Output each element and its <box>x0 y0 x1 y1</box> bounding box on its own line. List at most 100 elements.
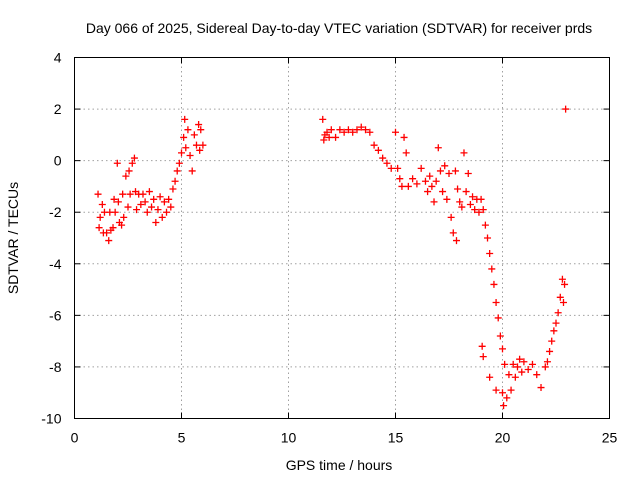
data-point <box>186 151 194 159</box>
y-tick-label: -10 <box>41 411 61 427</box>
y-tick-label: -8 <box>49 359 62 375</box>
data-point <box>357 123 365 131</box>
data-point <box>323 128 331 136</box>
data-point <box>173 167 181 175</box>
data-point <box>145 188 153 196</box>
data-point <box>458 203 466 211</box>
y-tick-label: -2 <box>49 204 62 220</box>
data-point <box>98 200 106 208</box>
data-point <box>421 177 429 185</box>
data-point <box>130 154 138 162</box>
data-point <box>496 332 504 340</box>
data-point <box>133 206 141 214</box>
y-axis-label: SDTVAR / TECUs <box>5 182 21 294</box>
data-point <box>546 347 554 355</box>
data-point <box>137 200 145 208</box>
data-point <box>494 314 502 322</box>
data-point <box>509 360 517 368</box>
data-point <box>550 327 558 335</box>
data-point <box>413 180 421 188</box>
data-point <box>424 188 432 196</box>
data-point <box>499 389 506 397</box>
data-point <box>481 221 489 229</box>
data-point <box>125 167 133 175</box>
data-point <box>383 159 391 167</box>
data-point <box>160 198 168 206</box>
data-point <box>139 190 147 198</box>
data-points <box>94 105 570 410</box>
data-point <box>400 133 408 141</box>
data-point <box>366 128 374 136</box>
data-point <box>462 188 470 196</box>
data-point <box>119 190 127 198</box>
data-point <box>556 293 564 301</box>
data-point <box>541 363 549 371</box>
data-point <box>513 363 521 371</box>
data-point <box>471 206 479 214</box>
data-point <box>469 193 477 201</box>
data-point <box>528 360 536 368</box>
x-tick-label: 10 <box>281 430 297 446</box>
data-point <box>466 200 474 208</box>
x-tick-label: 15 <box>388 430 404 446</box>
chart-title: Day 066 of 2025, Sidereal Day-to-day VTE… <box>86 20 592 36</box>
data-point <box>114 198 122 206</box>
data-point <box>188 167 196 175</box>
data-point <box>387 164 395 172</box>
data-point <box>503 394 511 402</box>
data-point <box>196 146 204 154</box>
data-point <box>96 213 104 221</box>
data-point <box>327 126 335 134</box>
data-point <box>537 384 545 392</box>
data-point <box>486 373 494 381</box>
data-point <box>445 170 453 178</box>
x-tick-label: 5 <box>178 430 186 446</box>
data-point <box>195 121 203 129</box>
data-point <box>374 146 382 154</box>
data-point <box>336 126 344 134</box>
data-point <box>439 188 447 196</box>
y-tick-label: -4 <box>49 256 62 272</box>
data-point <box>111 208 119 216</box>
y-tick-label: 4 <box>54 50 62 66</box>
data-point <box>319 115 327 123</box>
data-point <box>109 224 117 232</box>
data-point <box>192 141 200 149</box>
x-axis-label: GPS time / hours <box>286 457 393 473</box>
data-point <box>158 213 166 221</box>
data-point <box>122 172 130 180</box>
data-point <box>533 371 541 379</box>
data-point <box>141 198 149 206</box>
data-point <box>501 360 509 368</box>
data-point <box>197 126 205 134</box>
data-point <box>325 133 333 141</box>
data-point <box>148 203 156 211</box>
data-point <box>320 136 328 144</box>
data-point <box>478 342 486 350</box>
data-point <box>417 164 425 172</box>
data-point <box>379 154 387 162</box>
data-point <box>178 149 185 157</box>
data-point <box>152 219 160 227</box>
data-point <box>516 355 524 363</box>
data-point <box>332 133 340 141</box>
data-point <box>180 133 188 141</box>
data-point <box>562 105 570 113</box>
data-point <box>362 126 370 134</box>
data-point <box>479 353 487 361</box>
data-point <box>163 208 171 216</box>
x-tick-label: 0 <box>71 430 79 446</box>
data-point <box>475 208 483 216</box>
data-point <box>396 175 404 183</box>
data-point <box>167 203 175 211</box>
data-point <box>95 224 103 232</box>
data-point <box>426 172 434 180</box>
data-point <box>477 195 485 203</box>
data-point <box>181 115 189 123</box>
data-point <box>154 206 162 214</box>
data-point <box>171 177 179 185</box>
data-point <box>441 162 449 170</box>
data-point <box>488 265 496 273</box>
data-point <box>511 373 519 381</box>
